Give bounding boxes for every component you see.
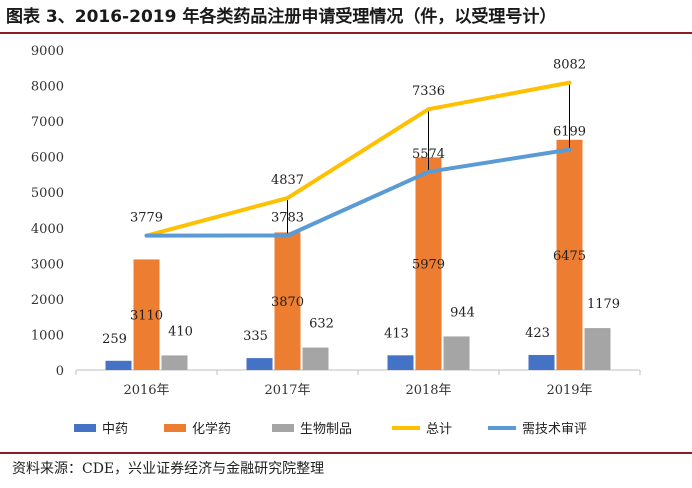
bar-value-label: 3110 [130,309,163,324]
title-rule [0,32,692,34]
lines [144,80,572,238]
y-axis: 0 1000 2000 3000 4000 5000 6000 7000 8000 9000 [31,44,64,379]
line-value-label: 5574 [412,147,445,162]
chart-area: 0 1000 2000 3000 4000 5000 6000 7000 8000 9000 20… [31,44,641,437]
bar-value-label: 259 [102,332,127,347]
y-tick-label: 6000 [31,151,64,166]
bar-2-0 [161,355,188,370]
legend: 中药 化学药 生物制品 总计 需技术审评 [74,421,587,437]
y-tick-label: 2000 [31,293,64,308]
bar-value-label: 944 [450,305,475,320]
legend-label: 总计 [426,422,452,437]
bar-2-1 [302,347,329,370]
x-tick-label: 2018年 [405,383,451,398]
line-value-label: 3779 [130,211,163,226]
y-tick-label: 5000 [31,186,64,201]
bar-value-label: 423 [525,326,550,341]
legend-swatch [164,424,186,432]
bar-value-label: 410 [168,324,193,339]
bar-value-label: 6475 [553,249,586,264]
line-value-label: 3783 [271,210,304,225]
bar-1-1 [274,232,301,370]
legend-label: 化学药 [192,421,231,437]
line-value-label: 7336 [412,84,445,99]
y-tick-label: 3000 [31,257,64,272]
source-note: 资料来源：CDE，兴业证券经济与金融研究院整理 [12,461,325,477]
bar-value-label: 1179 [587,297,620,312]
y-tick-label: 7000 [31,115,64,130]
legend-label: 中药 [102,422,128,437]
y-tick-label: 4000 [31,222,64,237]
chart-title: 图表 3、2016-2019 年各类药品注册申请受理情况（件，以受理号计） [6,7,557,27]
bar-value-label: 3870 [271,295,304,310]
footer-rule [0,452,692,454]
bar-2-3 [584,328,611,370]
line-value-label: 4837 [271,173,304,188]
bar-0-2 [387,355,414,370]
y-tick-label: 0 [56,364,64,379]
legend-label: 生物制品 [300,422,352,437]
series-line-0 [144,80,572,238]
bar-value-label: 632 [309,317,334,332]
bars [105,139,611,370]
legend-swatch [74,424,96,432]
x-axis: 2016年 2017年 2018年 2019年 [75,369,641,398]
x-tick-label: 2017年 [264,383,310,398]
y-tick-label: 8000 [31,80,64,95]
line-value-label: 8082 [553,58,586,73]
legend-label: 需技术审评 [522,422,587,437]
x-tick-label: 2016年 [123,383,169,398]
bar-value-label: 413 [384,326,409,341]
bar-0-3 [528,354,555,370]
line-value-label: 6199 [553,125,586,140]
bar-value-label: 335 [243,329,268,344]
bar-0-0 [105,360,132,370]
bar-1-3 [556,139,583,370]
series-line-1 [144,147,572,238]
bar-0-1 [246,358,273,370]
x-tick-label: 2019年 [546,383,592,398]
bar-2-2 [443,336,470,370]
data-labels: 259 335 413 423 3110 3870 5979 6475 410 632 944 117… [102,58,620,347]
y-tick-label: 9000 [31,44,64,59]
legend-swatch [272,424,294,432]
y-tick-label: 1000 [31,328,64,343]
bar-value-label: 5979 [412,258,445,273]
bar-1-0 [133,259,160,370]
bar-1-2 [415,157,442,370]
